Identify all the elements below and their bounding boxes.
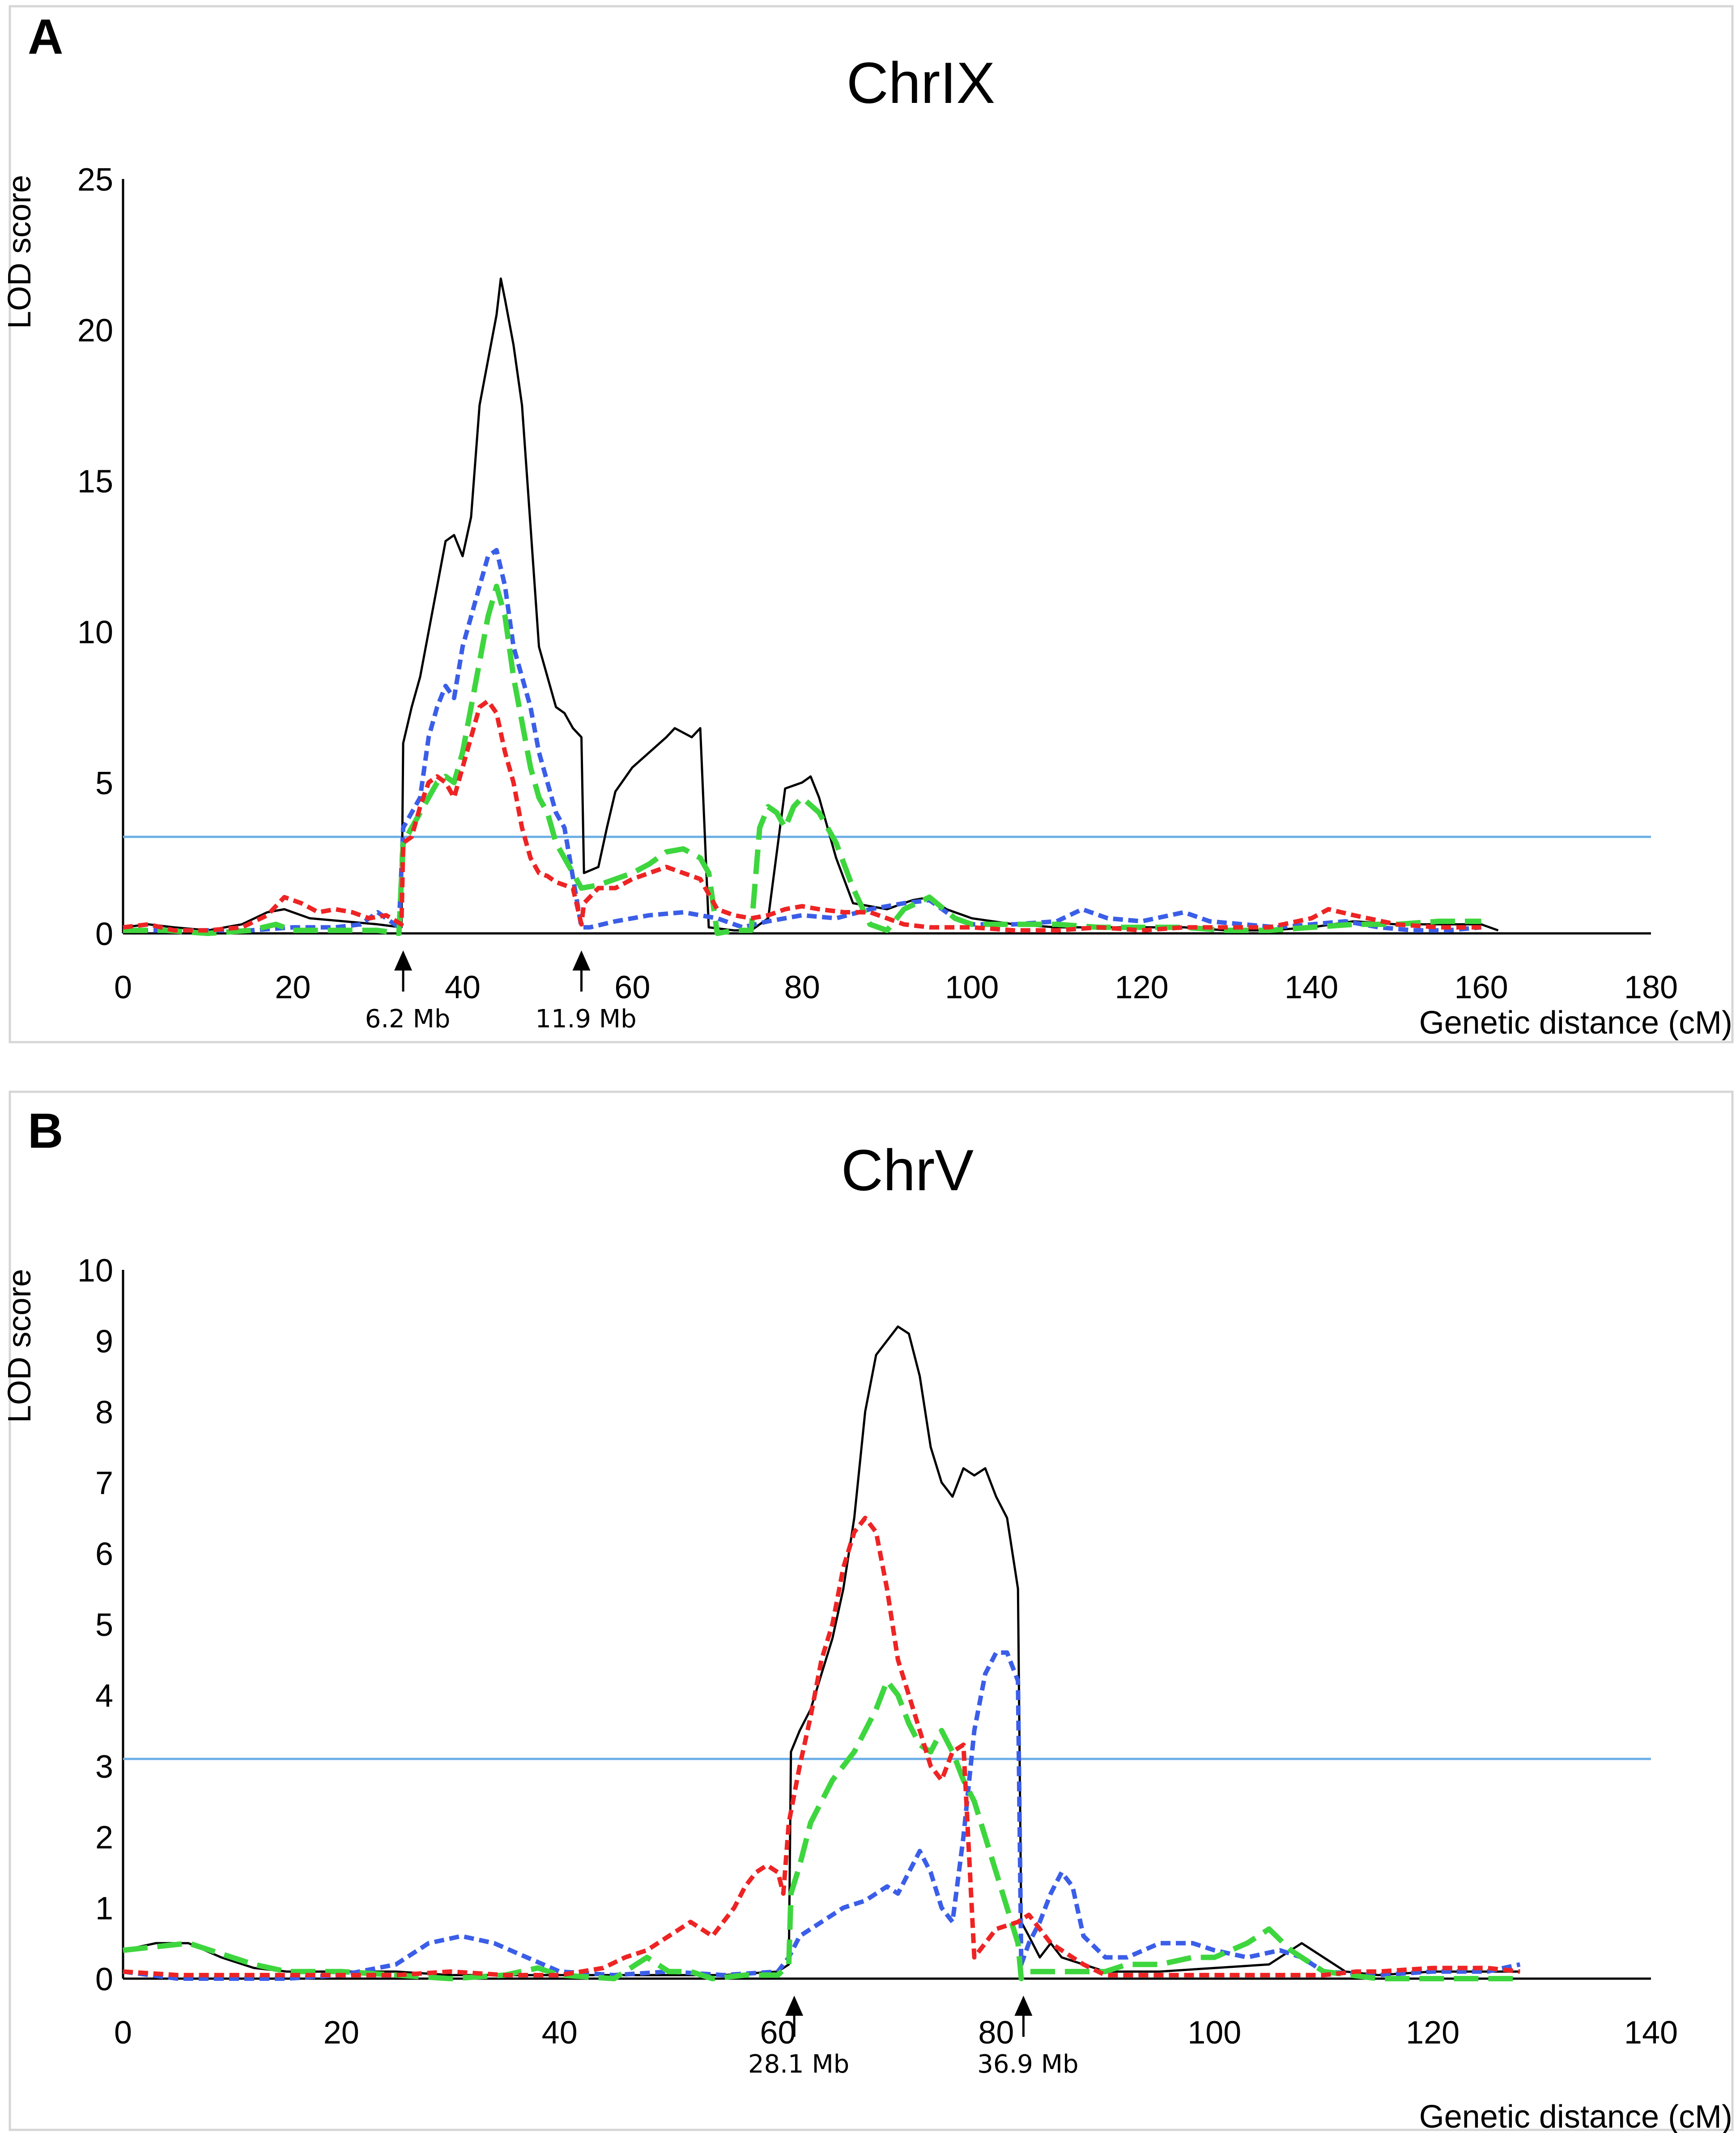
series-line-total: [123, 277, 1499, 932]
annotation-label: 11.9 Mb: [535, 1005, 636, 1034]
position-annotation: 28.1 Mb: [748, 1996, 849, 2079]
position-annotation: 6.2 Mb: [365, 950, 451, 1034]
series-line-blue: [123, 548, 1482, 933]
x-tick-label: 80: [978, 2015, 1014, 2051]
series-line-blue: [123, 1650, 1521, 1981]
x-axis-label: Genetic distance (cM): [1419, 1005, 1732, 1041]
x-tick-label: 180: [1624, 970, 1678, 1005]
y-tick-label: 2: [95, 1820, 113, 1856]
series-line-red: [123, 698, 1481, 933]
y-tick-label: 10: [77, 615, 113, 651]
chart-title: ChrIX: [847, 50, 995, 115]
x-tick-label: 0: [114, 970, 132, 1005]
panel-b-frame: [9, 1090, 1734, 2131]
annotation-label: 28.1 Mb: [748, 2050, 849, 2079]
panel-a: A ChrIX LOD score Genetic distance (cM) …: [2, 5, 1734, 1043]
annotation-label: 36.9 Mb: [977, 2050, 1078, 2079]
x-tick-label: 40: [445, 970, 481, 1005]
x-tick-label: 140: [1285, 970, 1338, 1005]
y-tick-label: 6: [95, 1537, 113, 1572]
y-tick-label: 25: [77, 162, 113, 198]
y-tick-label: 9: [95, 1324, 113, 1359]
x-ticks: 0 20 40 60 80 100 120 140: [114, 2015, 1678, 2051]
panel-b: B ChrV LOD score Genetic distance (cM) 0…: [2, 1090, 1734, 2133]
x-ticks: 0 20 40 60 80 100 120 140 160 180: [114, 970, 1678, 1005]
y-tick-label: 7: [95, 1465, 113, 1501]
annotation-arrow-head: [785, 1996, 804, 2016]
y-tick-label: 1: [95, 1891, 113, 1927]
y-tick-label: 5: [95, 1607, 113, 1643]
chart-title: ChrV: [841, 1137, 974, 1203]
x-tick-label: 60: [760, 2015, 796, 2051]
y-tick-label: 0: [95, 1962, 113, 1997]
y-tick-label: 4: [95, 1678, 113, 1714]
annotation-arrow-head: [572, 950, 591, 971]
x-tick-label: 120: [1406, 2015, 1459, 2051]
position-annotation: 36.9 Mb: [977, 1996, 1079, 2079]
x-tick-label: 60: [614, 970, 650, 1005]
annotation-arrow-head: [394, 950, 413, 971]
annotation-label: 6.2 Mb: [365, 1005, 451, 1034]
series-lines: [123, 1325, 1521, 1981]
y-tick-label: 20: [77, 313, 113, 349]
panel-b-letter: B: [28, 1103, 63, 1158]
y-axis-label: LOD score: [2, 175, 38, 329]
x-tick-label: 100: [1187, 2015, 1241, 2051]
annotation-arrow-head: [1014, 1996, 1033, 2016]
series-line-total: [123, 1325, 1520, 1976]
x-tick-label: 140: [1624, 2015, 1678, 2051]
panel-a-letter: A: [28, 9, 63, 64]
x-tick-label: 0: [114, 2015, 132, 2051]
x-tick-label: 160: [1454, 970, 1508, 1005]
x-tick-label: 40: [542, 2015, 578, 2051]
x-tick-label: 120: [1115, 970, 1169, 1005]
series-lines: [123, 277, 1499, 936]
y-tick-label: 10: [77, 1253, 113, 1289]
x-axis-label: Genetic distance (cM): [1419, 2099, 1732, 2133]
y-tick-label: 0: [95, 916, 113, 952]
annotations: 28.1 Mb 36.9 Mb: [748, 1996, 1079, 2079]
y-tick-label: 15: [77, 464, 113, 499]
x-tick-label: 100: [945, 970, 999, 1005]
series-line-green: [123, 583, 1481, 936]
annotations: 6.2 Mb 11.9 Mb: [365, 950, 637, 1034]
position-annotation: 11.9 Mb: [535, 950, 637, 1034]
x-tick-label: 80: [784, 970, 820, 1005]
panel-a-frame: [9, 5, 1734, 1043]
y-tick-label: 3: [95, 1749, 113, 1785]
y-tick-label: 5: [95, 766, 113, 801]
x-tick-label: 20: [323, 2015, 359, 2051]
y-ticks: 0 5 10 15 20 25: [77, 162, 113, 952]
y-axis-label: LOD score: [2, 1269, 38, 1423]
x-tick-label: 20: [275, 970, 311, 1005]
series-line-green: [123, 1678, 1520, 1981]
y-tick-label: 8: [95, 1395, 113, 1431]
series-line-red: [123, 1516, 1520, 1978]
y-ticks: 0 1 2 3 4 5 6 7 8 9 10: [77, 1253, 113, 1997]
